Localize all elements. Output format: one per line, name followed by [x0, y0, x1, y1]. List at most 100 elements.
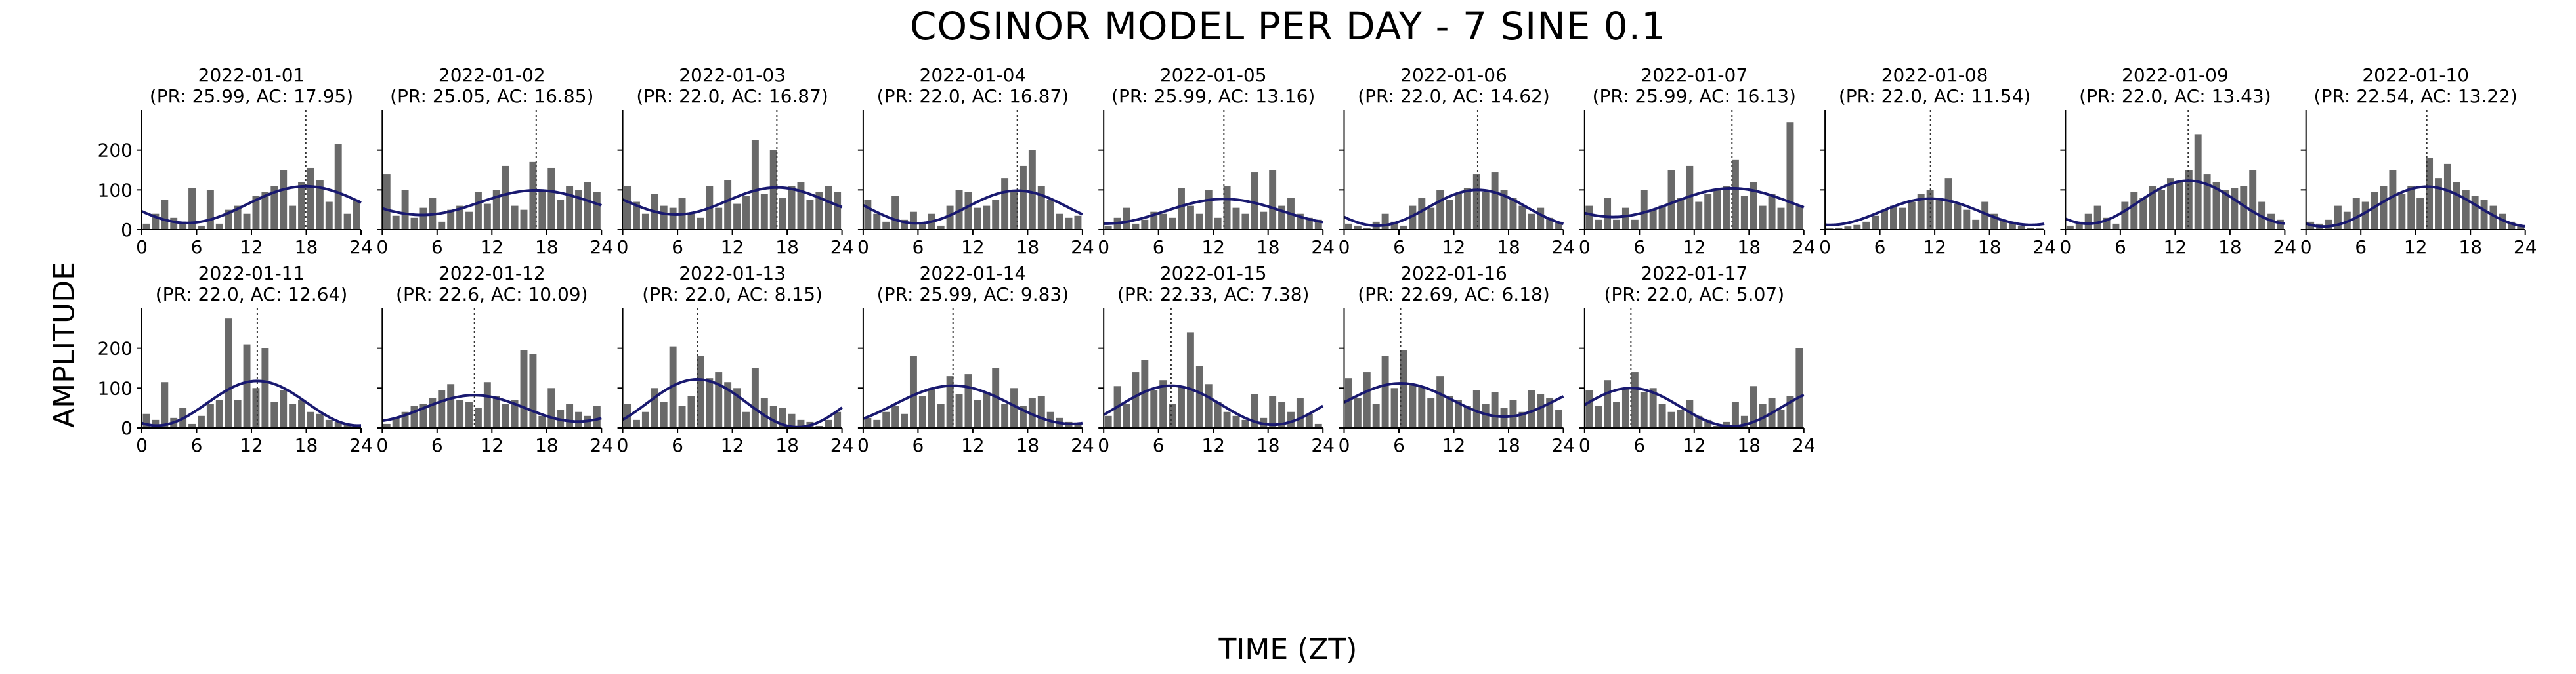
x-tick-label: 12 — [1442, 434, 1466, 456]
x-axis-label: TIME (ZT) — [1218, 633, 1358, 666]
hour-bar — [1019, 165, 1027, 230]
hour-bar — [1528, 390, 1535, 428]
hour-bar — [2249, 170, 2257, 230]
hour-bar — [334, 144, 342, 230]
hour-bar — [2407, 186, 2415, 230]
hour-bar — [1537, 394, 1545, 428]
panel-stats-label: (PR: 22.0, AC: 11.54) — [1839, 85, 2031, 107]
hour-bar — [538, 415, 546, 428]
panel-date-label: 2022-01-08 — [1881, 64, 1988, 86]
hour-bar — [2389, 170, 2397, 230]
x-tick-label: 18 — [295, 434, 318, 456]
hour-bar — [2453, 182, 2460, 230]
hour-bar — [1926, 190, 1934, 230]
hour-bar — [447, 209, 455, 230]
hour-bar — [1278, 402, 1286, 428]
hour-bar — [1436, 376, 1444, 428]
hour-bar — [2008, 221, 2016, 230]
hour-bar — [1381, 356, 1389, 428]
cosinor-fit-line — [1104, 198, 1323, 225]
hour-bar — [1269, 170, 1277, 230]
hour-bar — [161, 200, 169, 230]
hour-bar — [547, 388, 555, 428]
hour-bar — [2334, 205, 2342, 230]
hour-bar — [584, 182, 591, 230]
hour-bar — [593, 192, 601, 230]
x-tick-label: 6 — [191, 236, 203, 258]
hour-bar — [392, 417, 400, 428]
hour-bar — [2508, 221, 2516, 230]
hour-bar — [188, 423, 196, 428]
cosinor-fit-line — [1343, 188, 1564, 227]
hour-bar — [1704, 194, 1712, 230]
hour-bar — [1296, 213, 1304, 230]
hour-bar — [2231, 188, 2239, 230]
x-tick-label: 6 — [912, 236, 924, 258]
hour-bar — [983, 392, 991, 428]
hour-bar — [697, 356, 704, 428]
hour-bar — [928, 388, 935, 428]
hour-bar — [2093, 205, 2101, 230]
hour-bar — [624, 186, 632, 230]
x-tick-label: 6 — [1153, 434, 1165, 456]
x-tick-label: 18 — [1016, 434, 1040, 456]
x-tick-label: 18 — [1256, 236, 1280, 258]
panel-2022-01-13: 2022-01-13(PR: 22.0, AC: 8.15) 0 6 12 18 24 — [617, 263, 854, 456]
hour-bar — [1759, 404, 1767, 428]
hour-bar — [1028, 150, 1036, 230]
hour-bar — [1844, 226, 1852, 230]
panel-date-label: 2022-01-14 — [920, 263, 1027, 284]
x-tick-label: 24 — [2273, 236, 2297, 258]
panel-stats-label: (PR: 25.99, AC: 16.13) — [1593, 85, 1796, 107]
hour-bar — [901, 413, 908, 428]
x-tick-label: 24 — [1071, 236, 1094, 258]
panel-2022-01-05: 2022-01-05(PR: 25.99, AC: 13.16) 0 6 12 18 24 — [1098, 64, 1335, 258]
x-tick-label: 24 — [590, 236, 613, 258]
hour-bar — [1046, 200, 1054, 230]
panel-2022-01-15: 2022-01-15(PR: 22.33, AC: 7.38) 0 6 12 18 24 — [1098, 263, 1335, 456]
hour-bar — [779, 408, 786, 428]
panel-2022-01-14: 2022-01-14(PR: 25.99, AC: 9.83) 0 6 12 18 24 — [857, 263, 1094, 456]
hour-bar — [198, 415, 205, 428]
x-tick-label: 0 — [617, 236, 629, 258]
hour-bar — [974, 400, 981, 428]
hour-bar — [2499, 213, 2506, 230]
hour-bar — [815, 192, 823, 230]
cosinor-fit-line — [381, 188, 602, 217]
x-tick-label: 24 — [1071, 434, 1094, 456]
hour-bar — [1786, 396, 1794, 428]
hour-bar — [225, 209, 232, 230]
y-tick-label: 100 — [98, 377, 133, 399]
hour-bar — [383, 423, 391, 428]
hour-bar — [769, 150, 777, 230]
y-tick-label: 200 — [98, 140, 133, 161]
hour-bar — [1150, 211, 1158, 230]
x-tick-label: 12 — [1683, 236, 1706, 258]
hour-bar — [1223, 411, 1231, 428]
hour-bar — [891, 406, 899, 428]
hour-bar — [2149, 186, 2157, 230]
panel-stats-label: (PR: 25.99, AC: 13.16) — [1111, 85, 1315, 107]
y-tick-label: 200 — [98, 338, 133, 360]
x-tick-label: 0 — [857, 434, 869, 456]
panel-stats-label: (PR: 22.0, AC: 13.43) — [2079, 85, 2271, 107]
panel-2022-01-11: 2022-01-11(PR: 22.0, AC: 12.64) 0 6 12 18 24 0… — [98, 263, 373, 456]
x-tick-label: 24 — [1552, 434, 1576, 456]
hour-bar — [964, 374, 972, 428]
hour-bar — [2371, 192, 2378, 230]
hour-bar — [1354, 225, 1362, 230]
x-tick-label: 0 — [1579, 236, 1591, 258]
hour-bar — [198, 225, 205, 230]
hour-bar — [1795, 348, 1803, 428]
hour-bar — [1881, 209, 1889, 230]
hour-bar — [1446, 396, 1453, 428]
hour-bar — [1899, 207, 1906, 230]
panel-2022-01-16: 2022-01-16(PR: 22.69, AC: 6.18) 0 6 12 18 24 — [1339, 263, 1576, 456]
hour-bar — [529, 354, 537, 428]
hour-bar — [1463, 406, 1471, 428]
hour-bar — [1363, 372, 1371, 428]
hour-bar — [1963, 209, 1971, 230]
hour-bar — [964, 192, 972, 230]
hour-bar — [1296, 398, 1304, 428]
